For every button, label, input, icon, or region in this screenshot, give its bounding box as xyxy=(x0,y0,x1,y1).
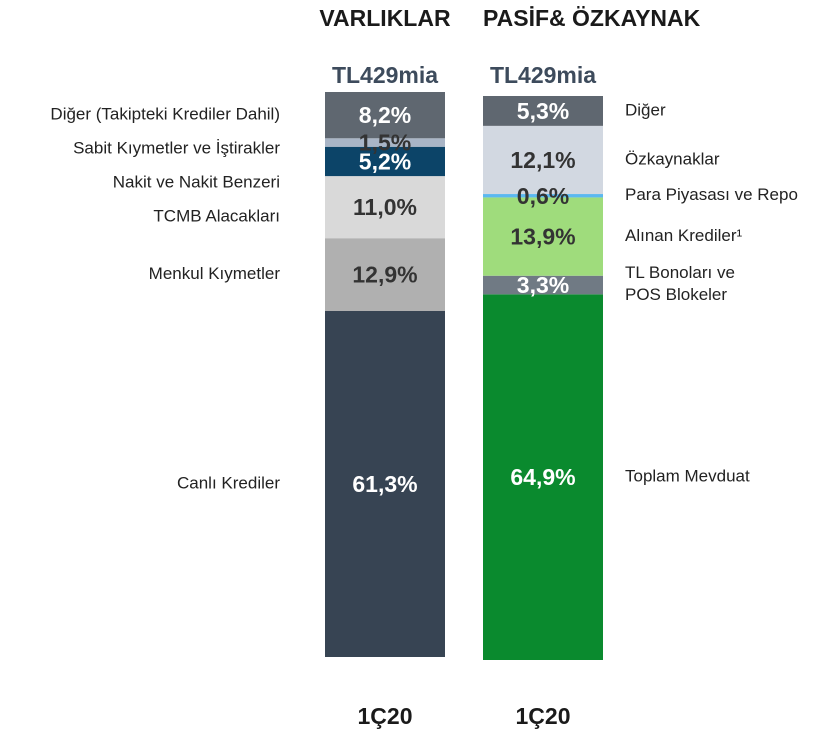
value-label: 12,1% xyxy=(510,147,575,173)
value-label: 8,2% xyxy=(359,102,411,128)
bar-segment xyxy=(325,138,445,147)
bar-segment xyxy=(325,311,445,657)
value-label: 61,3% xyxy=(352,471,417,497)
value-label: 3,3% xyxy=(517,272,569,298)
value-label: 0,6% xyxy=(517,183,569,209)
bar-segment xyxy=(483,294,603,660)
legend-label: Canlı Krediler xyxy=(177,473,280,492)
bar-segment xyxy=(483,96,603,126)
bar-title: VARLIKLAR xyxy=(319,5,451,31)
legend-label: TL Bonoları ve POS Blokeler xyxy=(625,264,735,305)
bar-segment xyxy=(325,238,445,312)
bar-segment xyxy=(483,125,603,195)
legend-label: Nakit ve Nakit Benzeri xyxy=(113,173,280,192)
bar-segment xyxy=(483,197,603,276)
bar-segment xyxy=(325,92,445,139)
bar-segment xyxy=(325,176,445,239)
legend-label: Para Piyasası ve Repo xyxy=(625,185,798,204)
legend-label: Diğer (Takipteki Krediler Dahil) xyxy=(50,105,280,124)
bar-segment xyxy=(483,194,603,198)
legend-label: Sabit Kıymetler ve İştirakler xyxy=(73,139,280,158)
value-label: 5,2% xyxy=(359,149,411,175)
x-tick-label: 1Ç20 xyxy=(358,703,413,729)
value-label: 64,9% xyxy=(510,464,575,490)
bar-title: PASİF& ÖZKAYNAK xyxy=(483,5,701,31)
legend-label: Alınan Krediler¹ xyxy=(625,226,743,245)
value-label: 12,9% xyxy=(352,262,417,288)
legend-label: Toplam Mevduat xyxy=(625,467,750,486)
legend-label: Menkul Kıymetler xyxy=(149,264,281,283)
value-label: 11,0% xyxy=(353,194,417,220)
bar-segment xyxy=(483,275,603,295)
value-label: 1,5% xyxy=(359,130,411,156)
value-label: 5,3% xyxy=(517,98,569,124)
legend-label: Özkaynaklar xyxy=(625,149,720,168)
bar-total: TL429mia xyxy=(490,62,596,88)
x-tick-label: 1Ç20 xyxy=(516,703,571,729)
bar-segment xyxy=(325,146,445,177)
value-label: 13,9% xyxy=(510,224,575,250)
bar-total: TL429mia xyxy=(332,62,438,88)
legend-label: Diğer xyxy=(625,100,666,119)
legend-label: TCMB Alacakları xyxy=(153,207,280,226)
